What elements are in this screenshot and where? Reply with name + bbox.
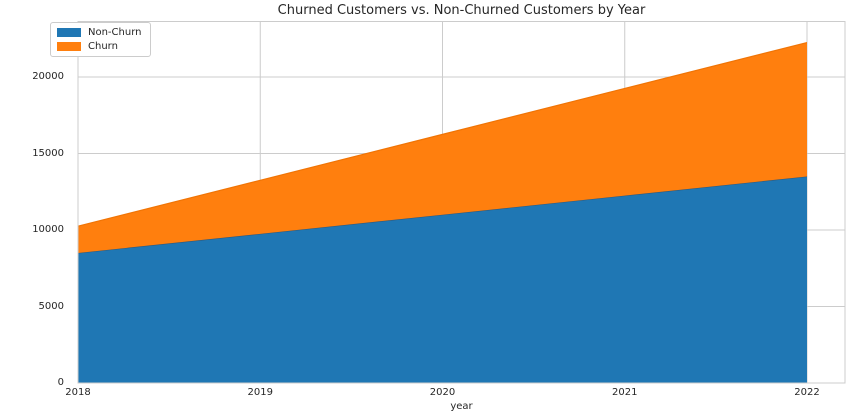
chart-title: Churned Customers vs. Non-Churned Custom…: [277, 3, 646, 18]
legend-item-non-churn: Non-Churn: [57, 27, 141, 38]
x-tick-label: 2022: [794, 387, 820, 398]
plot-border: [77, 21, 846, 384]
legend-label: Non-Churn: [88, 27, 142, 38]
area-top-line-churn: [77, 41, 808, 227]
y-tick-label: 20000: [32, 71, 64, 82]
legend-swatch-icon: [57, 42, 81, 51]
legend-swatch-icon: [57, 28, 81, 37]
x-tick-label: 2018: [65, 387, 91, 398]
legend-item-churn: Churn: [57, 41, 141, 52]
x-tick-label: 2020: [429, 387, 456, 398]
y-tick-label: 5000: [38, 300, 64, 312]
y-tick-label: 0: [57, 377, 64, 388]
area-churn: [78, 42, 807, 253]
x-tick-label: 2019: [247, 387, 273, 398]
x-axis-label: year: [450, 401, 473, 412]
area-non-churn: [78, 176, 807, 383]
x-tick-label: 2021: [612, 387, 638, 398]
legend: Non-Churn Churn: [50, 22, 152, 57]
y-tick-label: 15000: [32, 147, 64, 159]
y-tick-label: 10000: [32, 224, 64, 235]
legend-label: Churn: [88, 41, 118, 52]
